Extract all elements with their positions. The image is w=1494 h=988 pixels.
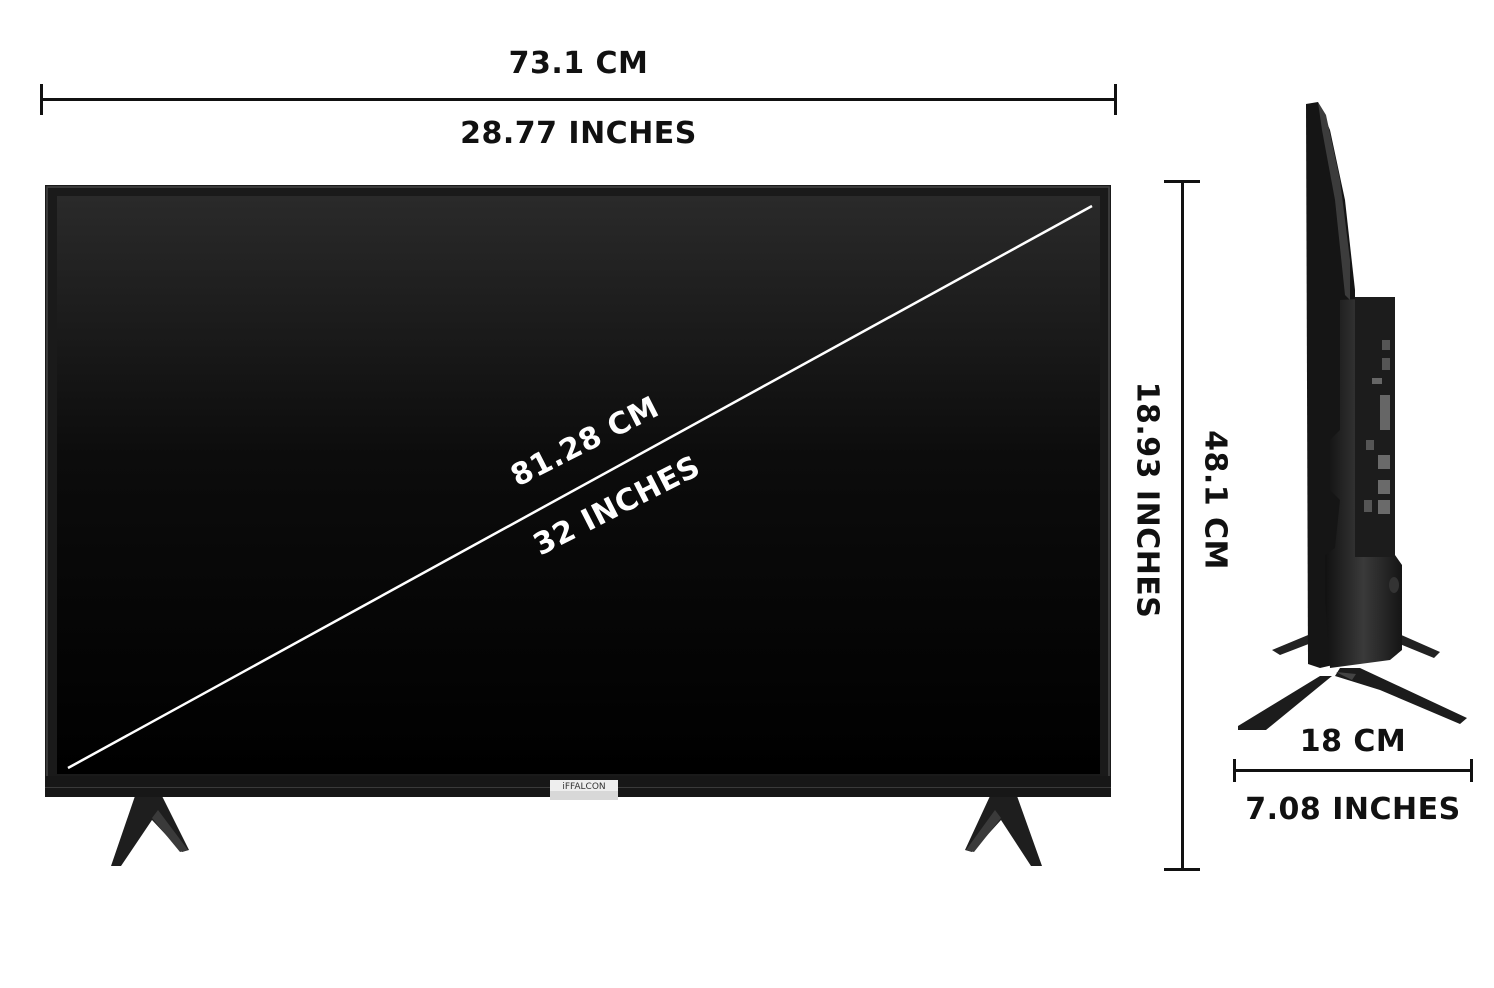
height-cm-label: 48.1 CM bbox=[1197, 430, 1233, 570]
depth-inches-label: 7.08 INCHES bbox=[1245, 792, 1461, 827]
width-inches-label: 28.77 INCHES bbox=[460, 116, 697, 151]
tv-front-left-stand bbox=[111, 796, 189, 866]
brand-logo: iFFALCON bbox=[550, 780, 618, 800]
height-dimension-line bbox=[1164, 180, 1200, 871]
width-dimension-line bbox=[40, 84, 1117, 115]
brand-logo-text: iFFALCON bbox=[562, 782, 605, 792]
tv-side-view bbox=[1238, 102, 1467, 730]
height-inches-label: 18.93 INCHES bbox=[1129, 381, 1165, 619]
depth-dimension-line bbox=[1233, 759, 1473, 782]
diagonal-dimension-line bbox=[67, 204, 1093, 770]
tv-front-right-stand bbox=[965, 796, 1042, 866]
width-cm-label: 73.1 CM bbox=[508, 46, 649, 81]
depth-cm-label: 18 CM bbox=[1299, 724, 1407, 759]
